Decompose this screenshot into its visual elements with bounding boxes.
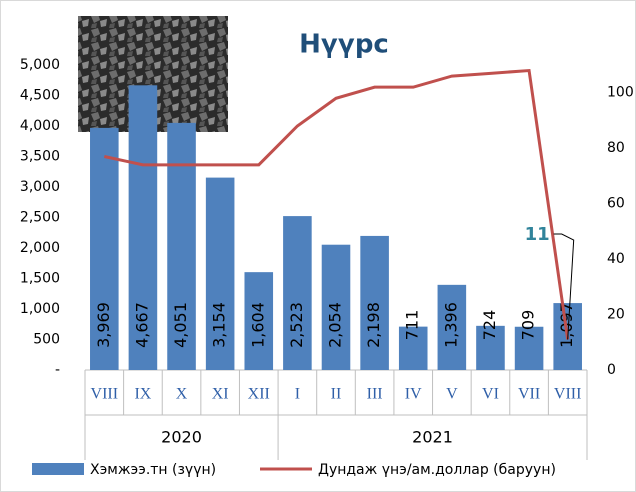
x-tick-label: VIII bbox=[554, 386, 582, 403]
legend-swatch bbox=[32, 463, 84, 475]
x-tick-label: X bbox=[176, 386, 188, 403]
chart: Нүүрс - 500 1,000 1,500 2,000 2,500 3,000 3,500… bbox=[0, 0, 636, 492]
y-tick-label: 1,500 bbox=[20, 271, 60, 287]
bar-value-label: 3,154 bbox=[210, 302, 229, 348]
line-value-label: 11 bbox=[525, 224, 550, 245]
bar-value-label: 2,523 bbox=[287, 302, 306, 348]
y-tick-label: 4,500 bbox=[20, 88, 60, 104]
x-tick-label: III bbox=[367, 386, 383, 403]
x-tick-label: I bbox=[295, 386, 300, 403]
x-tick-label: IV bbox=[405, 386, 422, 403]
bar-value-label: 2,198 bbox=[364, 302, 383, 348]
y-tick-label: - bbox=[55, 362, 60, 378]
x-tick-label: VI bbox=[482, 386, 499, 403]
legend-label: Хэмжээ.тн (зүүн) bbox=[90, 462, 216, 478]
group-label: 2020 bbox=[161, 428, 202, 447]
y-tick-label: 1,000 bbox=[20, 301, 60, 317]
page: Нүүрс - 500 1,000 1,500 2,000 2,500 3,000 3,500… bbox=[0, 0, 636, 492]
y-tick-label: 3,000 bbox=[20, 179, 60, 195]
x-tick-label: XI bbox=[212, 386, 229, 403]
y2-tick-label: 0 bbox=[607, 362, 616, 378]
y-tick-label: 500 bbox=[33, 332, 60, 348]
y-tick-label: 5,000 bbox=[20, 57, 60, 73]
chart-title: Нүүрс bbox=[299, 30, 389, 60]
x-tick-label: XII bbox=[248, 386, 270, 403]
y2-tick-label: 60 bbox=[607, 196, 625, 212]
bar-value-label: 1,604 bbox=[248, 302, 267, 348]
y-tick-label: 2,000 bbox=[20, 240, 60, 256]
y-tick-label: 2,500 bbox=[20, 210, 60, 226]
group-label: 2021 bbox=[412, 428, 453, 447]
x-tick-label: V bbox=[446, 386, 458, 403]
legend-label: Дундаж үнэ/ам.доллар (баруун) bbox=[318, 462, 556, 478]
bar-value-label: 4,051 bbox=[171, 302, 190, 348]
bar-value-label: 4,667 bbox=[132, 302, 151, 348]
x-tick-label: VII bbox=[518, 386, 540, 403]
y2-tick-label: 20 bbox=[607, 307, 625, 323]
bar-value-label: 3,969 bbox=[94, 302, 113, 348]
x-tick-label: II bbox=[331, 386, 342, 403]
y-tick-label: 4,000 bbox=[20, 118, 60, 134]
y2-tick-label: 80 bbox=[607, 140, 625, 156]
bar-value-label: 2,054 bbox=[326, 302, 345, 348]
bar-value-label: 709 bbox=[519, 310, 538, 341]
x-tick-label: IX bbox=[134, 386, 151, 403]
y2-tick-label: 100 bbox=[607, 85, 634, 101]
bar-value-label: 1,396 bbox=[441, 302, 460, 348]
bar-value-label: 724 bbox=[480, 310, 499, 341]
y2-tick-label: 40 bbox=[607, 251, 625, 267]
y-tick-label: 3,500 bbox=[20, 149, 60, 165]
bar-value-label: 711 bbox=[403, 310, 422, 341]
x-tick-label: VIII bbox=[91, 386, 119, 403]
